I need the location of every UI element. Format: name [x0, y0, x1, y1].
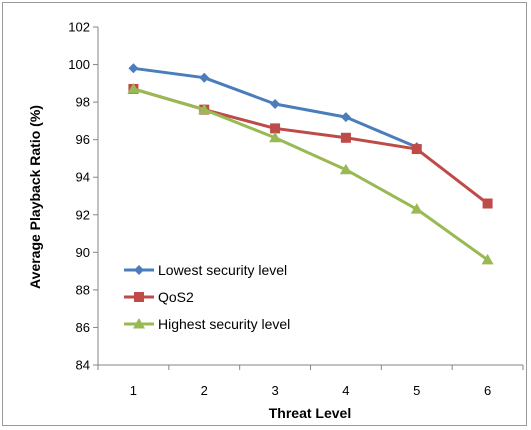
data-point	[199, 72, 210, 83]
data-point	[340, 132, 351, 143]
data-point	[127, 82, 140, 94]
data-point	[269, 131, 282, 143]
series-line	[132, 87, 489, 205]
data-point	[482, 198, 493, 209]
y-axis-title: Average Playback Ratio (%)	[27, 105, 43, 289]
y-tick-label: 84	[76, 358, 90, 373]
data-point	[410, 203, 423, 214]
legend-item: Highest security level	[124, 316, 290, 332]
x-tick-label: 4	[342, 383, 349, 398]
y-tick-label: 92	[76, 207, 90, 222]
series-0	[128, 63, 422, 153]
series-2	[127, 82, 494, 265]
y-tick-label: 98	[76, 95, 90, 110]
axes: 84 86 88 90 92 94 96 98 100 102 1 2 3 4 5 6	[68, 20, 524, 398]
x-axis-title: Threat Level	[269, 405, 351, 421]
data-point	[340, 112, 351, 123]
data-point	[481, 253, 494, 265]
data-point	[270, 98, 281, 109]
x-tick-label: 1	[130, 383, 137, 398]
legend-label: Lowest security level	[158, 262, 287, 278]
series-layer	[127, 63, 494, 265]
legend-item: QoS2	[124, 289, 194, 305]
x-tick-label: 5	[413, 383, 420, 398]
y-tick-label: 90	[76, 245, 90, 260]
y-tick-label: 102	[68, 20, 90, 35]
x-tick-label: 6	[484, 383, 491, 398]
legend-label: Highest security level	[158, 316, 290, 332]
legend-item: Lowest security level	[124, 262, 287, 278]
y-tick-label: 86	[76, 320, 90, 335]
data-point	[270, 123, 281, 134]
x-tick-label: 2	[201, 383, 208, 398]
data-point	[339, 163, 352, 175]
chart-frame	[2, 2, 527, 426]
data-point	[198, 103, 211, 115]
legend-marker	[134, 292, 144, 302]
x-tick-label: 3	[271, 383, 278, 398]
legend-marker	[133, 318, 145, 329]
data-point	[128, 63, 139, 74]
y-tick-label: 100	[68, 57, 90, 72]
data-point	[411, 144, 422, 155]
legend-marker	[134, 265, 144, 275]
legend: Lowest security level QoS2 Highest securit…	[124, 262, 290, 332]
y-tick-label: 96	[76, 132, 90, 147]
series-line	[132, 87, 489, 262]
legend-label: QoS2	[158, 289, 194, 305]
y-tick-label: 88	[76, 282, 90, 297]
y-tick-label: 94	[76, 170, 90, 185]
